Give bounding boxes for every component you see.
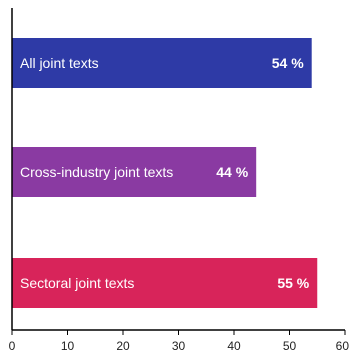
bar-1	[12, 147, 257, 197]
x-tick-label: 20	[116, 339, 130, 353]
bar-value-label: 44 %	[216, 164, 248, 180]
bars-group: All joint texts 54 % Cross-industry joint …	[12, 38, 318, 308]
bar-0	[12, 38, 312, 88]
x-tick-label: 30	[172, 339, 186, 353]
x-tick-label: 60	[336, 339, 350, 353]
x-tick-label: 40	[227, 339, 241, 353]
x-tick-label: 10	[61, 339, 75, 353]
x-tick-label: 50	[283, 339, 297, 353]
x-tick-label: 0	[9, 339, 16, 353]
bar-category-label: Sectoral joint texts	[20, 275, 134, 291]
bar-value-label: 54 %	[272, 55, 304, 71]
bar-category-label: All joint texts	[20, 55, 99, 71]
bar-category-label: Cross-industry joint texts	[20, 164, 173, 180]
x-ticks-group: 0 10 20 30 40 50 60	[9, 330, 350, 353]
bar-value-label: 55 %	[277, 275, 309, 291]
bar-2	[12, 258, 318, 308]
